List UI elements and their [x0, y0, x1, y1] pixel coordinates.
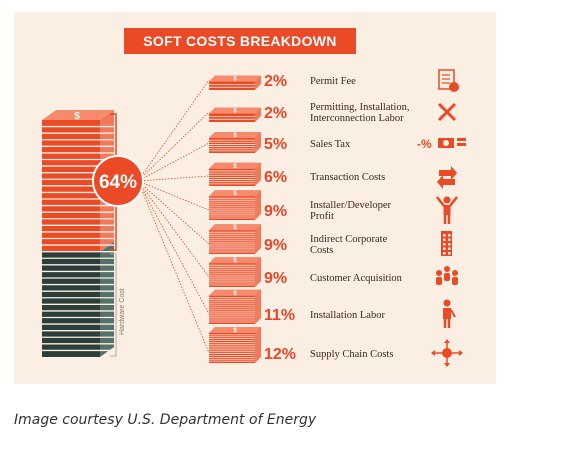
- stack-side-dark: [100, 242, 114, 357]
- dollar-icon: $: [233, 164, 237, 170]
- value-label: 9%: [264, 270, 287, 287]
- category-label: Installer/Developer: [310, 200, 392, 211]
- svg-text:-%: -%: [417, 137, 432, 151]
- distribution-hub-icon: [431, 339, 463, 367]
- category-label: Sales Tax: [310, 139, 351, 150]
- category-label: Permitting, Installation,: [310, 102, 409, 113]
- value-label: 12%: [264, 346, 296, 363]
- money-stack: $: [209, 327, 261, 363]
- category-label: Transaction Costs: [310, 172, 385, 183]
- cost-stack: $: [42, 110, 114, 357]
- total-percent-label: 64%: [99, 172, 137, 193]
- dollar-icon: $: [233, 77, 237, 83]
- money-stack-front: [209, 113, 255, 122]
- row-9: $12% Supply Chain Costs: [209, 327, 463, 367]
- category-label: Installation Labor: [310, 310, 385, 321]
- category-label: Profit: [310, 211, 334, 222]
- money-stack-top: [209, 327, 261, 333]
- fan-line: [137, 180, 210, 354]
- row-1: $2% Permit Fee: [209, 69, 459, 92]
- total-circle: [92, 155, 144, 207]
- money-stack: $: [209, 162, 261, 186]
- person-raising-arms-icon: [436, 196, 458, 224]
- money-stack: $: [209, 107, 261, 122]
- dollar-icon: $: [233, 133, 237, 139]
- money-stack: $: [209, 257, 261, 287]
- money-stack-top: [209, 224, 261, 231]
- row-3: $5% Sales Tax -%: [209, 132, 466, 153]
- value-label: 9%: [264, 237, 287, 254]
- row-4: $6% Transaction Costs: [209, 162, 457, 189]
- stack-top: [42, 110, 114, 120]
- money-stack-top: [209, 289, 261, 296]
- hardware-cost-label: Hardware Cost: [119, 288, 126, 335]
- tools-icon: [437, 102, 457, 122]
- value-label: 5%: [264, 136, 287, 153]
- tax-money-icon: -%: [417, 137, 466, 151]
- fan-line: [137, 180, 210, 315]
- category-label: Permit Fee: [310, 76, 356, 87]
- row-2: $2% Permitting, Installation,Interconnect…: [209, 102, 457, 124]
- category-label: Indirect Corporate: [310, 234, 388, 245]
- chart-title: SOFT COSTS BREAKDOWN: [124, 28, 356, 54]
- value-label: 9%: [264, 203, 287, 220]
- fan-line: [137, 180, 210, 245]
- image-caption: Image courtesy U.S. Department of Energy: [14, 412, 317, 428]
- money-stack-top: [209, 162, 261, 169]
- money-stack: $: [209, 190, 261, 220]
- category-label: Interconnection Labor: [310, 113, 404, 124]
- value-label: 11%: [264, 307, 295, 324]
- dollar-icon: $: [233, 258, 237, 264]
- row-7: $9% Customer Acquisition: [209, 257, 458, 287]
- worker-icon: [443, 299, 456, 328]
- dollar-icon: $: [74, 111, 80, 122]
- document-check-icon: [438, 69, 459, 92]
- dollar-icon: $: [233, 225, 237, 231]
- money-stack: $: [209, 132, 261, 153]
- category-label: Costs: [310, 245, 333, 256]
- money-stack: $: [209, 75, 261, 90]
- dollar-icon: $: [233, 291, 237, 297]
- money-stack-front: [209, 138, 255, 153]
- money-stack: $: [209, 289, 261, 324]
- money-stack-top: [209, 107, 261, 114]
- dollar-icon: $: [233, 328, 237, 334]
- category-label: Supply Chain Costs: [310, 349, 393, 360]
- transfer-arrows-icon: [437, 166, 457, 189]
- dollar-icon: $: [233, 191, 237, 197]
- fan-line: [137, 180, 210, 278]
- money-stack-front: [209, 81, 255, 90]
- row-8: $11% Installation Labor: [209, 289, 456, 328]
- money-stack-top: [209, 75, 261, 82]
- money-stack-top: [209, 257, 261, 264]
- group-people-icon: [436, 266, 458, 285]
- category-label: Customer Acquisition: [310, 273, 403, 284]
- fan-line: [137, 180, 210, 211]
- fan-line: [137, 175, 210, 182]
- office-building-icon: [441, 231, 452, 256]
- value-label: 2%: [264, 73, 287, 90]
- fan-line: [137, 79, 210, 182]
- money-stack-top: [209, 190, 261, 197]
- fan-line: [137, 111, 210, 182]
- money-stack-top: [209, 132, 261, 138]
- fan-line: [137, 142, 210, 182]
- value-label: 6%: [264, 169, 287, 186]
- hardware-bracket: [110, 253, 117, 357]
- value-label: 2%: [264, 105, 287, 122]
- dollar-icon: $: [233, 109, 237, 115]
- money-stack: $: [209, 224, 261, 254]
